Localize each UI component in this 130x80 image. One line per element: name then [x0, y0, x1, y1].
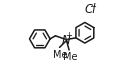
Text: N: N	[62, 34, 71, 47]
Text: Cl: Cl	[85, 3, 96, 16]
Text: Me: Me	[63, 52, 77, 62]
Text: −: −	[89, 2, 96, 11]
Text: Me: Me	[53, 50, 67, 60]
Text: +: +	[66, 31, 73, 40]
